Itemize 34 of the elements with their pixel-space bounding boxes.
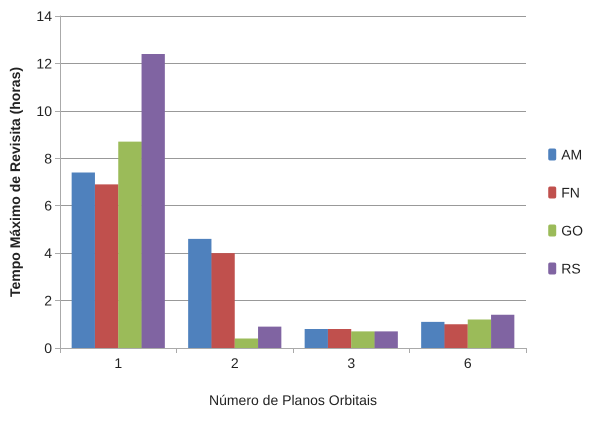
x-axis-title: Número de Planos Orbitais xyxy=(208,392,378,408)
y-tick-label: 4 xyxy=(44,245,52,262)
bar xyxy=(94,184,118,348)
bar xyxy=(142,54,165,348)
bar xyxy=(118,142,142,348)
x-tick-label: 1 xyxy=(114,355,122,371)
bar xyxy=(374,331,398,348)
legend-label: FN xyxy=(561,184,580,200)
y-tick-label: 8 xyxy=(44,150,52,166)
x-tick-label: 6 xyxy=(464,355,472,371)
legend-label: RS xyxy=(561,260,581,276)
bar xyxy=(234,338,258,348)
y-tick-label: 14 xyxy=(36,8,52,24)
y-tick-label: 2 xyxy=(44,292,52,309)
bar xyxy=(491,314,514,348)
y-axis-title: Tempo Máximo de Revisita (horas) xyxy=(7,66,23,298)
x-tick-label: 2 xyxy=(230,355,239,371)
bar xyxy=(328,329,352,348)
bar xyxy=(421,322,444,348)
y-tick-label: 0 xyxy=(44,340,52,356)
x-tick-label: 3 xyxy=(347,355,356,371)
bar xyxy=(444,324,468,348)
legend-label: AM xyxy=(561,146,582,162)
y-tick-label: 6 xyxy=(44,198,52,214)
bar xyxy=(351,331,375,348)
legend-label: GO xyxy=(561,222,584,238)
bar xyxy=(258,326,282,348)
bar xyxy=(304,329,328,348)
bar xyxy=(468,320,492,348)
bar xyxy=(188,238,212,348)
bar xyxy=(72,172,95,348)
y-tick-label: 12 xyxy=(36,55,52,72)
y-tick-label: 10 xyxy=(36,102,52,119)
bar xyxy=(211,253,235,348)
